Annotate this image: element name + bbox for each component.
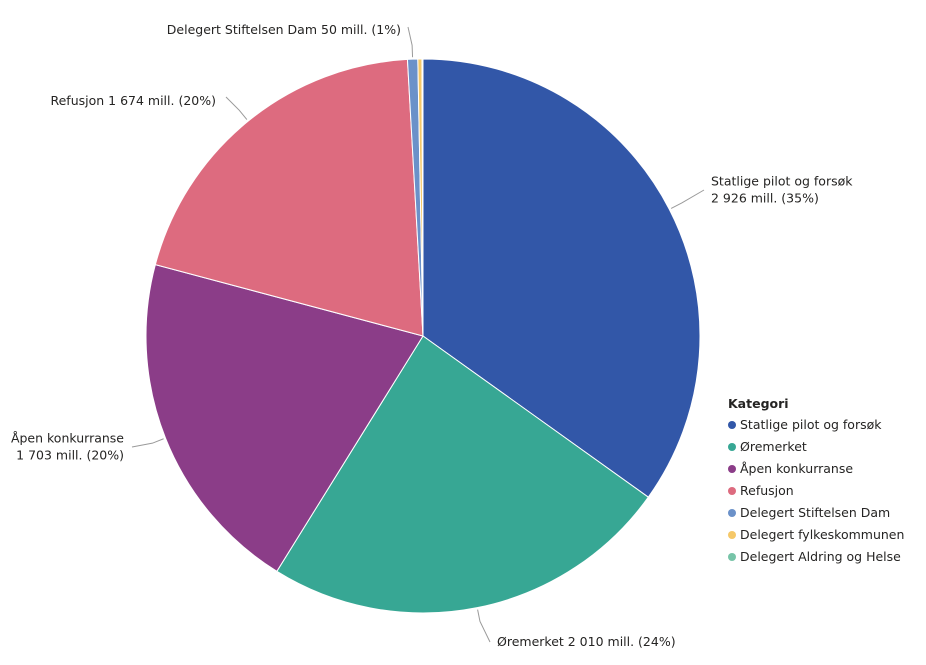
data-label-apen-konkurranse-line-2: 1 703 mill. (20%) [16, 448, 124, 463]
legend-item-statlige-pilot-og-forsok[interactable]: Statlige pilot og forsøk [728, 414, 904, 436]
data-label-apen-konkurranse-line-1: Åpen konkurranse [11, 431, 124, 446]
legend-marker-icon [728, 553, 736, 561]
legend-marker-icon [728, 465, 736, 473]
legend-items: Statlige pilot og forsøk Øremerket Åpen ko… [728, 414, 904, 568]
legend: Kategori Statlige pilot og forsøk Øremerk… [728, 396, 904, 568]
legend-item-delegert-fylkeskommunen[interactable]: Delegert fylkeskommunen [728, 524, 904, 546]
legend-item-delegert-stiftelsen-dam[interactable]: Delegert Stiftelsen Dam [728, 502, 904, 524]
legend-item-apen-konkurranse[interactable]: Åpen konkurranse [728, 458, 904, 480]
pie-slice-apen-konkurranse[interactable] [145, 263, 424, 572]
slice-labels: Statlige pilot og forsøk 2 926 mill. (35%… [11, 22, 853, 649]
legend-marker-icon [728, 421, 736, 429]
data-label-statlige-pilot-og-forsok-line-2: 2 926 mill. (35%) [711, 191, 819, 206]
data-label-refusjon: Refusjon 1 674 mill. (20%) [50, 93, 216, 108]
data-label-oremerket: Øremerket 2 010 mill. (24%) [497, 634, 676, 649]
pie-slice-statlige-pilot-og-forsok[interactable] [422, 58, 701, 498]
legend-label: Delegert Stiftelsen Dam [740, 505, 891, 520]
legend-item-refusjon[interactable]: Refusjon [728, 480, 904, 502]
leader-line-refusjon [225, 96, 248, 120]
pie-slice-refusjon[interactable] [154, 58, 424, 337]
legend-marker-icon [728, 509, 736, 517]
data-label-delegert-stiftelsen-dam: Delegert Stiftelsen Dam 50 mill. (1%) [167, 22, 401, 37]
leader-line-statlige-pilot-og-forsok [670, 189, 705, 209]
leader-line-apen-konkurranse [131, 438, 164, 448]
legend-label: Øremerket [740, 439, 807, 454]
data-label-statlige-pilot-og-forsok-line-1: Statlige pilot og forsøk [711, 174, 853, 189]
legend-marker-icon [728, 487, 736, 495]
legend-marker-icon [728, 443, 736, 451]
pie-slice-oremerket[interactable] [276, 335, 649, 614]
legend-label: Delegert fylkeskommunen [740, 527, 905, 542]
pie-slices [145, 58, 701, 614]
pie-slice-delegert-aldring-og-helse[interactable] [421, 58, 424, 337]
legend-label: Åpen konkurranse [740, 461, 854, 476]
legend-label: Refusjon [740, 483, 794, 498]
legend-label: Statlige pilot og forsøk [740, 417, 882, 432]
legend-label: Delegert Aldring og Helse [740, 549, 901, 564]
legend-title: Kategori [728, 396, 789, 411]
legend-item-delegert-aldring-og-helse[interactable]: Delegert Aldring og Helse [728, 546, 904, 568]
leader-line-delegert-stiftelsen-dam [407, 26, 414, 58]
legend-item-oremerket[interactable]: Øremerket [728, 436, 904, 458]
leader-line-oremerket [477, 609, 491, 643]
legend-marker-icon [728, 531, 736, 539]
